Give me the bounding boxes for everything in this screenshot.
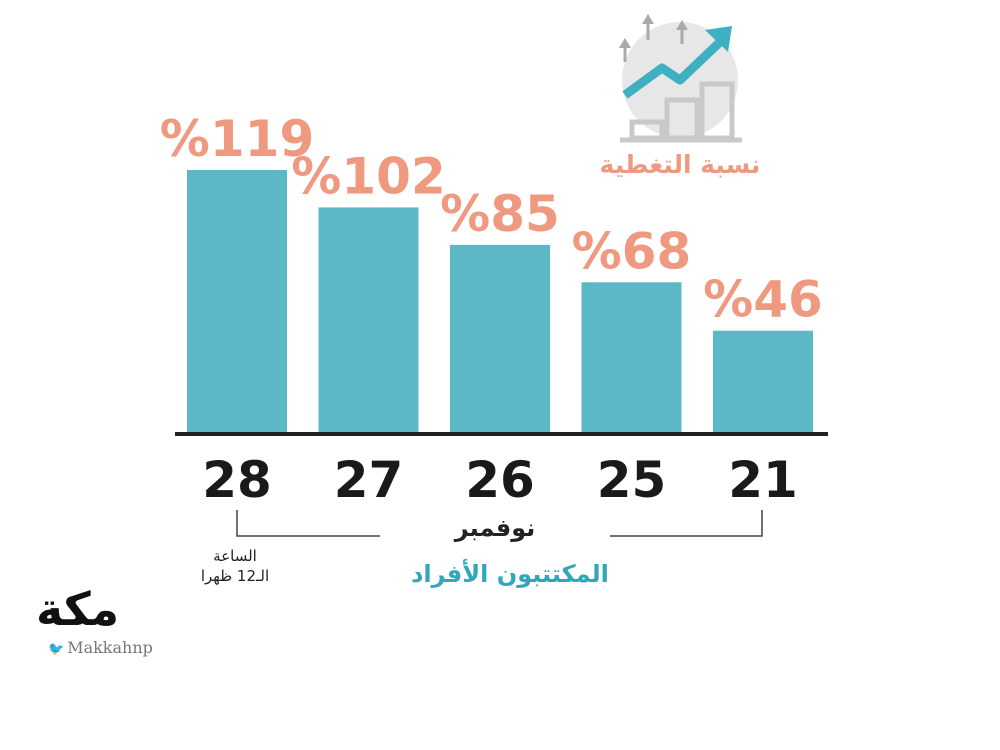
logo-handle-row: 🐦 Makkahnp: [48, 638, 153, 657]
time-note-line2: الـ12 ظهرا: [200, 567, 270, 585]
time-note: الساعة الـ12 ظهرا: [170, 546, 300, 586]
tick-label-27: 27: [334, 451, 404, 509]
tick-label-28: 28: [202, 451, 272, 509]
tick-label-26: 26: [465, 451, 535, 509]
bar-27: [318, 207, 419, 432]
bar-26: [450, 244, 550, 432]
twitter-bird-icon: 🐦: [48, 642, 65, 657]
logo-handle: Makkahnp: [67, 638, 153, 657]
logo-name: مكة: [36, 582, 120, 636]
tick-label-25: 25: [597, 451, 667, 509]
bar-25: [581, 282, 682, 432]
value-label-21: %46: [703, 271, 823, 329]
makkah-logo: مكة 🐦 Makkahnp: [22, 582, 162, 662]
chart-subtitle: المكتتبون الأفراد: [411, 560, 609, 588]
value-label-26: %85: [440, 185, 560, 243]
bar-28: [187, 170, 287, 432]
value-label-28: %119: [160, 110, 314, 168]
x-axis-title: نوفمبر: [380, 514, 610, 542]
legend-title: نسبة التغطية: [599, 150, 761, 179]
value-label-25: %68: [572, 222, 692, 280]
tick-label-21: 21: [728, 451, 798, 509]
time-note-line1: الساعة: [213, 547, 257, 565]
bar-growth-arrow-icon: [619, 14, 742, 143]
bar-21: [713, 330, 813, 432]
value-label-27: %102: [291, 147, 445, 205]
